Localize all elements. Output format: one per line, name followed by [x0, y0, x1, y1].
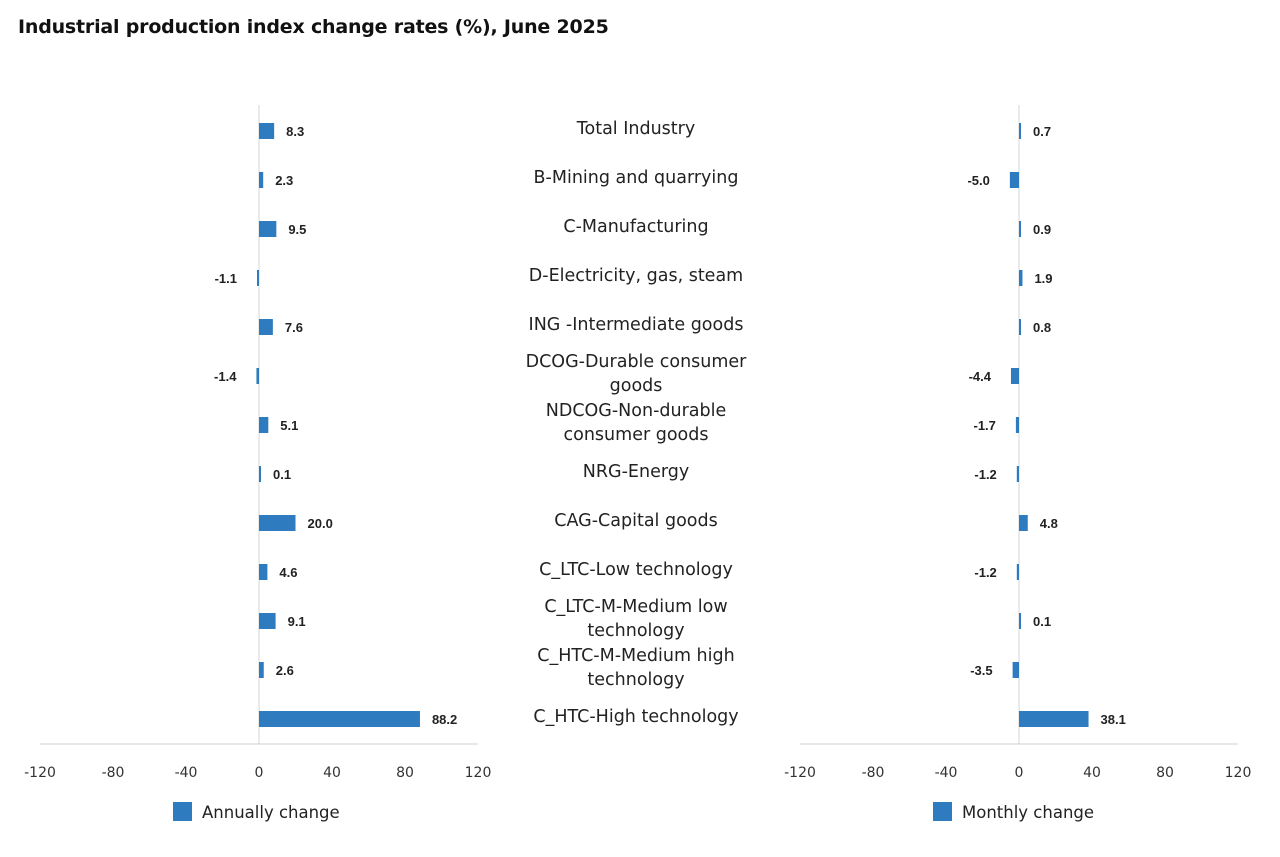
annual-data-label: 7.6	[285, 320, 303, 335]
monthly-data-label: 1.9	[1034, 271, 1052, 286]
category-label-line: consumer goods	[564, 425, 709, 445]
monthly-data-label: 4.8	[1040, 516, 1058, 531]
annual-tick-label: -80	[102, 765, 125, 781]
monthly-data-label: -3.5	[970, 663, 992, 678]
monthly-bar	[1015, 417, 1019, 433]
annual-bar	[259, 172, 264, 188]
monthly-data-label: 0.9	[1033, 222, 1051, 237]
monthly-data-label: 0.8	[1033, 320, 1051, 335]
annual-tick-label: 120	[465, 765, 492, 781]
annual-tick-label: 80	[396, 765, 414, 781]
category-label: NRG-Energy	[583, 462, 689, 482]
monthly-bar	[1019, 221, 1021, 237]
monthly-data-label: -1.2	[974, 467, 996, 482]
category-label: C_HTC-High technology	[533, 707, 738, 727]
annual-bar	[259, 515, 296, 531]
annual-bar	[259, 564, 268, 580]
annual-tick-label: -40	[175, 765, 198, 781]
annual-tick-label: 40	[323, 765, 341, 781]
annual-bar	[259, 319, 273, 335]
annual-data-label: 2.3	[275, 173, 293, 188]
annual-data-label: 4.6	[279, 565, 297, 580]
monthly-legend-swatch[interactable]	[933, 802, 952, 821]
monthly-bar	[1012, 662, 1019, 678]
monthly-bar	[1019, 319, 1021, 335]
monthly-tick-label: -120	[784, 765, 816, 781]
annual-data-label: -1.4	[214, 369, 237, 384]
monthly-data-label: 0.7	[1033, 124, 1051, 139]
annual-data-label: 0.1	[273, 467, 291, 482]
annual-data-label: 8.3	[286, 124, 304, 139]
annual-data-label: -1.1	[215, 271, 237, 286]
category-label: C_LTC-Low technology	[539, 560, 733, 580]
annual-bar	[259, 613, 276, 629]
monthly-data-label: -1.2	[974, 565, 996, 580]
monthly-bar	[1019, 515, 1028, 531]
category-label: DCOG-Durable consumer goods	[526, 352, 748, 396]
category-label: ING -Intermediate goods	[529, 315, 744, 335]
monthly-tick-label: 0	[1015, 765, 1024, 781]
category-label: C-Manufacturing	[563, 217, 708, 237]
annual-data-label: 9.1	[288, 614, 306, 629]
annual-bar	[259, 662, 264, 678]
annual-tick-label: 0	[255, 765, 264, 781]
monthly-tick-label: -80	[862, 765, 885, 781]
category-label: B-Mining and quarrying	[534, 168, 739, 188]
monthly-data-label: -1.7	[973, 418, 995, 433]
monthly-bar	[1019, 270, 1023, 286]
category-label-line: C_HTC-M-Medium high	[537, 646, 734, 666]
annual-legend-label[interactable]: Annually change	[202, 803, 340, 822]
monthly-bar	[1019, 711, 1089, 727]
annual-bar	[259, 711, 420, 727]
annual-data-label: 5.1	[280, 418, 298, 433]
monthly-tick-label: -40	[935, 765, 958, 781]
monthly-data-label: 0.1	[1033, 614, 1051, 629]
annual-bar	[259, 417, 269, 433]
monthly-data-label: -4.4	[969, 369, 992, 384]
category-label: CAG-Capital goods	[554, 511, 717, 531]
chart-title: Industrial production index change rates…	[18, 16, 609, 38]
category-label-line: goods	[610, 376, 663, 396]
monthly-bar	[1016, 564, 1019, 580]
category-label: Total Industry	[576, 119, 695, 139]
annual-legend-swatch[interactable]	[173, 802, 192, 821]
annual-data-label: 20.0	[308, 516, 333, 531]
monthly-tick-label: 120	[1225, 765, 1252, 781]
monthly-data-label: 38.1	[1101, 712, 1126, 727]
monthly-bar	[1010, 368, 1019, 384]
monthly-bar	[1019, 123, 1021, 139]
annual-tick-label: -120	[24, 765, 56, 781]
monthly-bar	[1019, 613, 1021, 629]
category-label-line: DCOG-Durable consumer	[526, 352, 748, 372]
monthly-tick-label: 40	[1083, 765, 1101, 781]
category-label-line: NDCOG-Non-durable	[546, 401, 727, 421]
annual-bar	[256, 368, 259, 384]
monthly-data-label: -5.0	[967, 173, 989, 188]
annual-data-label: 9.5	[288, 222, 306, 237]
category-label: D-Electricity, gas, steam	[529, 266, 743, 286]
annual-bar	[256, 270, 259, 286]
category-label-line: technology	[587, 621, 684, 641]
category-label-line: C_LTC-M-Medium low	[544, 597, 727, 617]
category-label-line: technology	[587, 670, 684, 690]
category-label: NDCOG-Non-durable consumer goods	[546, 401, 727, 445]
category-label: C_LTC-M-Medium low technology	[544, 597, 727, 641]
monthly-bar	[1016, 466, 1019, 482]
annual-bar	[259, 221, 277, 237]
monthly-tick-label: 80	[1156, 765, 1174, 781]
annual-bar	[259, 123, 275, 139]
category-label: C_HTC-M-Medium high technology	[537, 646, 734, 690]
annual-data-label: 2.6	[276, 663, 294, 678]
monthly-legend-label[interactable]: Monthly change	[962, 803, 1094, 822]
annual-data-label: 88.2	[432, 712, 457, 727]
annual-bar	[259, 466, 261, 482]
monthly-bar	[1009, 172, 1019, 188]
